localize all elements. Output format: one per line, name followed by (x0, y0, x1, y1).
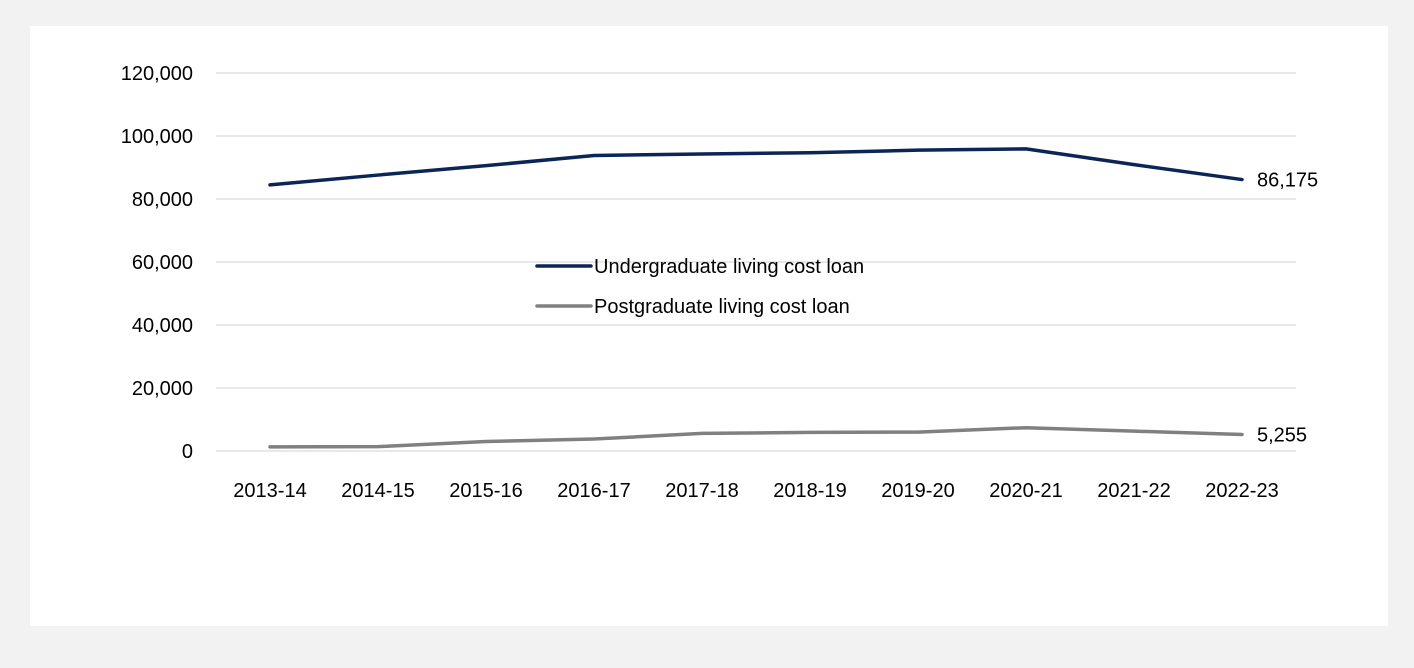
x-tick-label: 2020-21 (989, 480, 1062, 502)
y-axis-ticks: 0 20,000 40,000 60,000 80,000 100,000 120,000 (121, 63, 193, 463)
x-tick-label: 2014-15 (341, 480, 414, 502)
chart-panel (30, 26, 1388, 626)
series-lines (268, 147, 1244, 449)
x-tick-label: 2018-19 (773, 480, 846, 502)
x-tick-label: 2021-22 (1097, 480, 1170, 502)
x-tick-label: 2013-14 (233, 480, 306, 502)
y-tick-label: 60,000 (132, 252, 193, 274)
x-axis-ticks: 2013-14 2014-15 2015-16 2016-17 2017-18 2018-… (233, 480, 1278, 502)
end-data-label: 86,175 (1257, 170, 1318, 192)
data-labels: 86,175 5,255 (1257, 170, 1318, 447)
end-data-label: 5,255 (1257, 424, 1307, 446)
x-tick-label: 2016-17 (557, 480, 630, 502)
legend: Undergraduate living cost loan Postgradua… (535, 256, 864, 318)
gridlines (216, 72, 1296, 452)
legend-label: Undergraduate living cost loan (594, 256, 864, 278)
x-tick-label: 2022-23 (1205, 480, 1278, 502)
y-tick-label: 100,000 (121, 126, 193, 148)
series-line-postgraduate (268, 425, 1244, 449)
x-tick-label: 2015-16 (449, 480, 522, 502)
y-tick-label: 20,000 (132, 378, 193, 400)
y-tick-label: 0 (182, 441, 193, 463)
series-line-undergraduate (268, 147, 1244, 187)
y-tick-label: 80,000 (132, 189, 193, 211)
y-tick-label: 120,000 (121, 63, 193, 85)
y-tick-label: 40,000 (132, 315, 193, 337)
x-tick-label: 2019-20 (881, 480, 954, 502)
legend-label: Postgraduate living cost loan (594, 296, 850, 318)
x-tick-label: 2017-18 (665, 480, 738, 502)
